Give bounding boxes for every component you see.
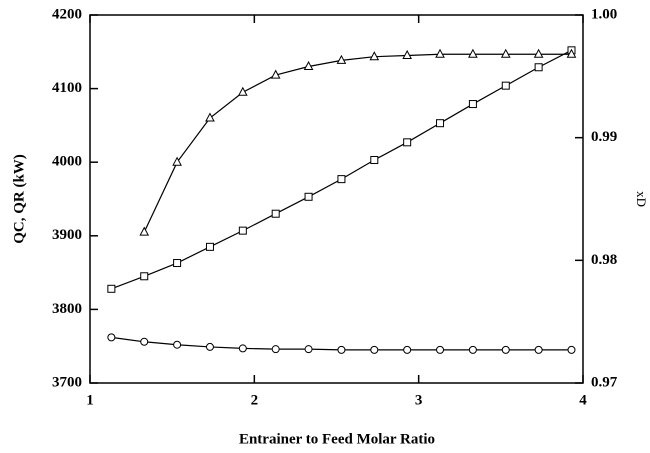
triangle-marker (172, 156, 182, 166)
square-marker (271, 209, 280, 218)
circle-marker (468, 345, 477, 354)
triangle-marker (336, 54, 347, 64)
y2-tick-label: 0.99 (591, 129, 617, 145)
series-line (143, 53, 572, 233)
square-marker (238, 226, 247, 235)
triangle-marker (500, 48, 511, 58)
circle-marker (436, 345, 445, 354)
square-marker (468, 100, 477, 109)
square-marker (304, 192, 313, 201)
y-tick-label: 3700 (52, 374, 82, 390)
x-tick-label: 3 (415, 392, 423, 408)
circle-marker (304, 345, 313, 354)
triangle-marker (205, 112, 215, 122)
triangle-marker (139, 226, 150, 236)
plot-frame (89, 14, 584, 384)
circle-marker (107, 333, 116, 342)
x-tick-label: 2 (251, 392, 259, 408)
circle-marker (238, 344, 247, 353)
square-marker (436, 119, 445, 128)
triangle-marker (468, 48, 478, 58)
triangle-marker (270, 69, 281, 79)
circle-marker (173, 340, 182, 349)
y2-axis-label: xD (634, 191, 649, 207)
circle-marker (205, 342, 214, 351)
y2-tick-label: 0.98 (591, 252, 617, 268)
square-marker (173, 259, 182, 268)
circle-marker (534, 345, 543, 354)
square-marker (337, 175, 346, 184)
y-tick-label: 4000 (52, 154, 82, 170)
circle-marker (567, 345, 576, 354)
triangle-marker (237, 86, 248, 96)
triangle-marker (435, 48, 445, 58)
y-tick-label: 3900 (52, 227, 82, 243)
circle-marker (370, 345, 379, 354)
square-marker (370, 155, 379, 164)
circle-marker (271, 345, 280, 354)
x-axis-label: Entrainer to Feed Molar Ratio (239, 431, 435, 447)
y-axis-label: QC, QR (kW) (11, 154, 27, 244)
circle-marker (337, 345, 346, 354)
x-tick-label: 4 (579, 392, 587, 408)
square-marker (403, 138, 412, 147)
triangle-marker (303, 60, 314, 71)
triangle-marker (566, 48, 577, 58)
x-tick-label: 1 (86, 392, 94, 408)
square-marker (205, 242, 214, 251)
square-marker (534, 63, 543, 72)
circle-marker (140, 337, 149, 346)
square-marker (501, 81, 510, 90)
y-tick-label: 4200 (52, 6, 82, 22)
y2-tick-label: 0.97 (591, 374, 618, 390)
square-marker (107, 284, 116, 293)
circle-marker (403, 345, 412, 354)
triangle-marker (369, 51, 380, 61)
y-tick-label: 4100 (52, 80, 82, 96)
triangle-marker (402, 49, 412, 59)
circle-marker (501, 345, 510, 354)
y-tick-label: 3800 (52, 301, 82, 317)
triangle-marker (533, 48, 544, 58)
square-marker (140, 272, 149, 281)
y2-tick-label: 1.00 (591, 6, 617, 22)
